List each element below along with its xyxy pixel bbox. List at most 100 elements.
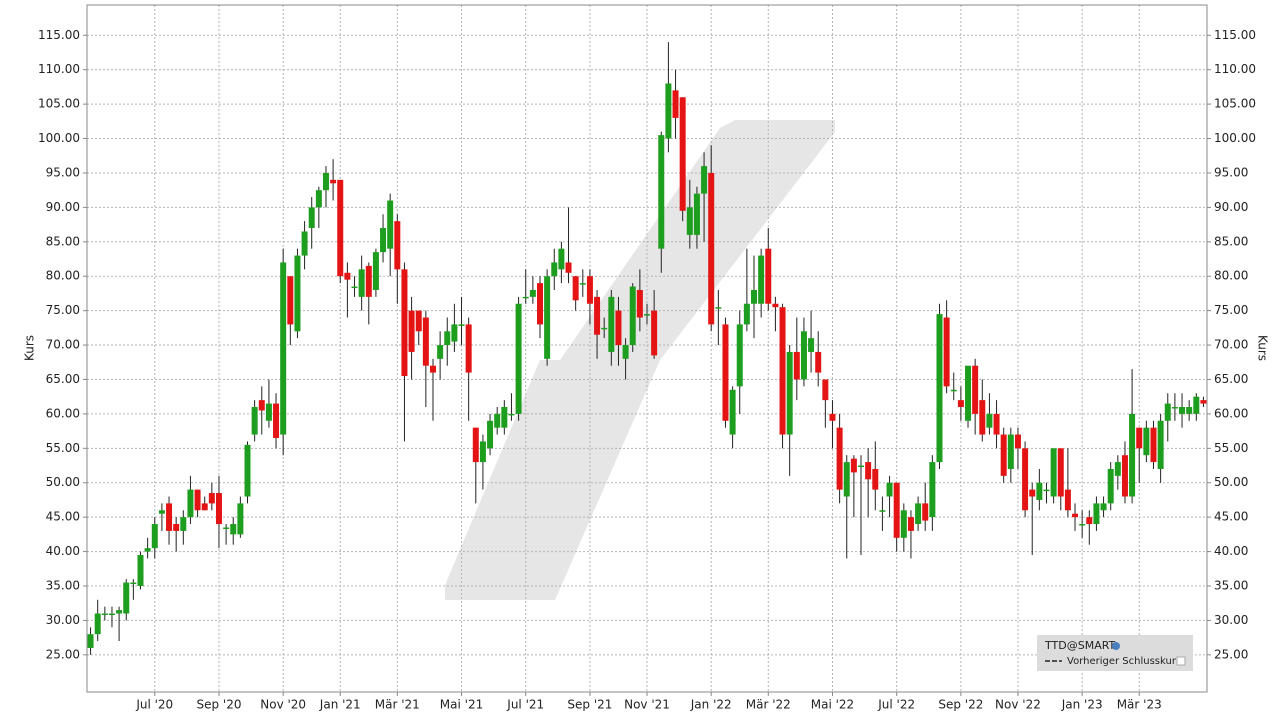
candle-body <box>850 458 857 473</box>
y-tick-label: 55.00 <box>46 441 80 455</box>
candle-body <box>1200 400 1207 404</box>
y-tick-label: 75.00 <box>1214 303 1248 317</box>
candle-body <box>815 351 822 373</box>
candle-body <box>986 413 993 428</box>
candle-body <box>701 166 708 194</box>
candle-body <box>1086 517 1093 525</box>
candle-body <box>444 331 451 346</box>
candle-body <box>836 427 843 490</box>
y-tick-label: 25.00 <box>1214 647 1248 661</box>
candle-body <box>166 503 173 531</box>
y-tick-label: 45.00 <box>46 510 80 524</box>
candle-body <box>273 403 280 438</box>
y-tick-label: 60.00 <box>46 406 80 420</box>
candle-body <box>950 389 957 392</box>
candle-body <box>629 286 636 346</box>
candle-body <box>693 193 700 235</box>
x-tick-label: Nov '21 <box>624 698 670 712</box>
candle-body <box>644 314 650 316</box>
candle-body <box>907 517 914 531</box>
y-tick-label: 90.00 <box>46 200 80 214</box>
candle-body <box>879 510 886 512</box>
y-tick-label: 95.00 <box>46 165 80 179</box>
candle-body <box>1014 434 1021 449</box>
candle-body <box>758 255 765 304</box>
candle-body <box>108 613 115 616</box>
candle-body <box>1164 403 1171 421</box>
candle-body <box>501 407 508 428</box>
candle-body <box>1043 489 1050 492</box>
x-tick-label: Nov '22 <box>995 698 1041 712</box>
candle-body <box>401 269 408 377</box>
candle-body <box>522 296 529 299</box>
candle-body <box>1007 434 1014 469</box>
candle-body <box>929 462 936 518</box>
candle-body <box>394 221 401 270</box>
candle-body <box>94 613 101 635</box>
candle-body <box>772 303 779 308</box>
candle-body <box>658 135 665 249</box>
candle-body <box>729 389 736 435</box>
candle-body <box>1029 489 1036 497</box>
candle-body <box>829 413 836 421</box>
candle-body <box>786 351 793 435</box>
candle-body <box>1186 407 1193 414</box>
candle-body <box>280 262 287 435</box>
candle-body <box>965 365 972 421</box>
candle-body <box>536 283 543 325</box>
candle-body <box>365 265 372 297</box>
candle-body <box>736 324 743 387</box>
candle-body <box>672 90 679 118</box>
y-tick-label: 25.00 <box>46 647 80 661</box>
candle-body <box>601 327 608 330</box>
candle-body <box>722 324 729 421</box>
candle-body <box>936 314 943 463</box>
plot-frame <box>86 4 1208 693</box>
candle-body <box>651 310 658 356</box>
candle-body <box>258 400 265 411</box>
y-tick-label: 55.00 <box>1214 441 1248 455</box>
candle-body <box>330 179 337 184</box>
candle-body <box>1022 448 1029 511</box>
candle-body <box>686 207 693 235</box>
x-tick-label: Mai '22 <box>811 698 854 712</box>
candle-body <box>900 510 907 538</box>
candle-body <box>237 503 244 535</box>
candle-body <box>87 634 94 648</box>
candle-body <box>622 345 629 359</box>
candle-body <box>1171 407 1178 409</box>
candle-body <box>465 324 472 373</box>
candle-body <box>565 262 572 273</box>
candle-body <box>544 276 551 359</box>
y-tick-label: 85.00 <box>46 234 80 248</box>
y-tick-label: 70.00 <box>46 338 80 352</box>
candle-body <box>294 255 301 332</box>
candle-body <box>572 276 579 301</box>
candle-body <box>230 524 237 535</box>
candle-body <box>479 441 486 463</box>
x-tick-label: Jul '21 <box>506 698 544 712</box>
candle-body <box>458 324 465 326</box>
candle-body <box>800 331 807 380</box>
x-tick-label: Mär '23 <box>1117 698 1162 712</box>
y-axis-title: Kurs <box>23 335 37 361</box>
x-tick-label: Sep '21 <box>567 698 612 712</box>
candle-body <box>187 489 194 518</box>
candle-body <box>180 517 187 531</box>
candle-body <box>123 582 130 614</box>
y-tick-label: 80.00 <box>1214 269 1248 283</box>
legend-checkbox[interactable] <box>1176 656 1186 666</box>
candle-body <box>151 524 158 549</box>
candle-body <box>308 207 315 229</box>
x-tick-label: Jan '21 <box>319 698 361 712</box>
candle-body <box>615 310 622 346</box>
y-tick-label: 60.00 <box>1214 406 1248 420</box>
legend-label: Vorheriger Schlusskurs <box>1067 656 1181 667</box>
x-tick-label: Jan '23 <box>1061 698 1103 712</box>
candle-body <box>972 365 979 414</box>
candle-body <box>957 400 964 408</box>
watermark-shape <box>445 360 660 600</box>
x-tick-label: Mai '21 <box>440 698 483 712</box>
candle-body <box>1072 513 1079 518</box>
